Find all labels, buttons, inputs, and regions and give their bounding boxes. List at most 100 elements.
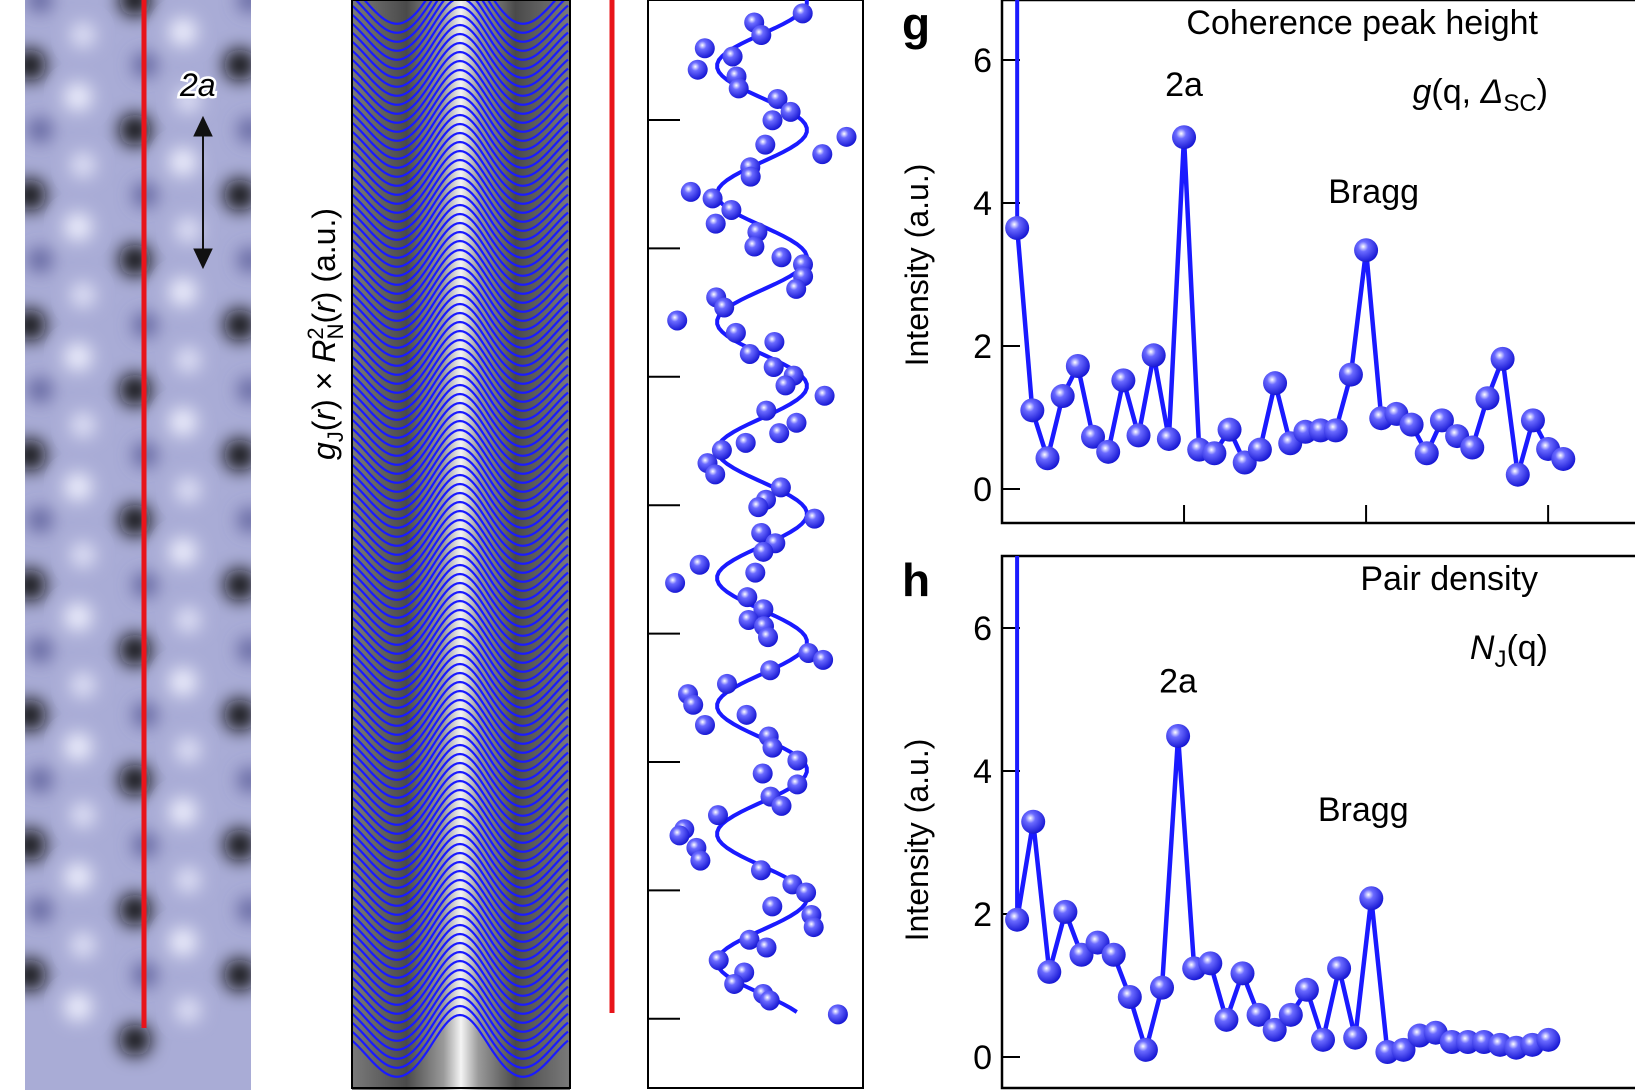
stm-bright-spot (71, 23, 95, 47)
stack-curve (352, 887, 569, 952)
stack-curve (352, 662, 569, 727)
linecut-data-point (694, 38, 715, 59)
stack-curve (352, 545, 569, 610)
data-point (1505, 462, 1530, 487)
stack-curve (352, 761, 569, 826)
y-axis-label: Intensity (a.u.) (899, 164, 935, 367)
stack-curve (352, 500, 569, 565)
stack-curve (352, 554, 569, 619)
stm-bright-spot (64, 343, 92, 371)
y-tick-label: 4 (973, 753, 992, 791)
data-point (1278, 1002, 1303, 1027)
stm-dark-spot (25, 179, 46, 211)
stm-dim-spot (238, 248, 251, 272)
stack-curve (352, 365, 569, 430)
stack-curve (352, 941, 569, 1006)
stm-dim-spot (238, 118, 251, 142)
linecut-data-point (724, 973, 745, 994)
linecut-data-point (755, 134, 776, 155)
linecut-data-point (705, 464, 726, 485)
stack-curve (352, 491, 569, 556)
stack-curve (352, 572, 569, 637)
stack-curve (352, 374, 569, 439)
chart-h: 0 2 4 6 Intensity (a.u.) h Pair density NJ(q) 2a… (899, 554, 1635, 1090)
stack-curve (352, 743, 569, 808)
data-point (1172, 125, 1197, 150)
stm-bright-spot (274, 343, 302, 371)
stm-bright-spot (176, 738, 200, 762)
stm-bright-spot (274, 473, 302, 501)
data-point (1202, 441, 1227, 466)
linecut-data-point (739, 929, 760, 950)
stm-dark-spot (224, 179, 251, 211)
data-point (1101, 942, 1126, 967)
stm-bright-spot (64, 863, 92, 891)
data-point (1323, 418, 1348, 443)
stack-curve (352, 563, 569, 628)
linecut-data-point (735, 432, 756, 453)
stack-curve (352, 5, 569, 70)
stack-curve (352, 203, 569, 268)
stm-bright-spot (274, 993, 302, 1021)
stack-curve (352, 914, 569, 979)
linecut-data-point (753, 541, 774, 562)
stm-dim-spot (28, 898, 52, 922)
linecut-data-point (667, 310, 688, 331)
linecut-data-point (787, 750, 808, 771)
data-point (1166, 723, 1191, 748)
stack-curve (352, 41, 569, 106)
data-point (1214, 1007, 1239, 1032)
stack-curve (352, 50, 569, 115)
y-tick-label: 2 (973, 328, 992, 366)
stack-curve (352, 455, 569, 520)
stack-curve (352, 185, 569, 250)
stm-dark-spot (224, 829, 251, 861)
stm-bright-spot (169, 538, 197, 566)
stm-dark-spot (224, 309, 251, 341)
linecut-data-point (669, 825, 690, 846)
y-axis-label: Intensity (a.u.) (899, 739, 935, 942)
linecut-panel (647, 0, 864, 1089)
stack-curve (352, 293, 569, 358)
stm-bright-spot (274, 213, 302, 241)
stack-curve (352, 131, 569, 196)
stack-curve (352, 437, 569, 502)
linecut-data-point (796, 882, 817, 903)
plot-frame (1000, 554, 1635, 1090)
linecut-data-point (770, 477, 791, 498)
stack-curve (352, 779, 569, 844)
annotation-label: 2a (1159, 662, 1197, 700)
data-point (1246, 1002, 1271, 1027)
stm-bright-spot (176, 218, 200, 242)
linecut-data-point (786, 278, 807, 299)
stack-curve (352, 1004, 569, 1069)
stack-ylabel: gJ(r) × R2N(r) (a.u.) (303, 208, 348, 460)
double-arrow-icon (193, 115, 213, 270)
stack-curve (362, 0, 558, 25)
data-point (1327, 956, 1352, 981)
linecut-data-point (760, 660, 781, 681)
stack-curve (352, 284, 569, 349)
linecut-data-point (752, 763, 773, 784)
stm-bright-spot (71, 543, 95, 567)
stm-dim-spot (28, 248, 52, 272)
linecut-data-point (764, 331, 785, 352)
stm-bright-spot (274, 733, 302, 761)
linecut-data-point (767, 88, 788, 109)
annotation-label: Bragg (1328, 173, 1419, 211)
stack-curve (352, 221, 569, 286)
stack-curve (352, 626, 569, 691)
stack-curve (352, 239, 569, 304)
stack-curve (352, 149, 569, 214)
stm-bright-spot (71, 283, 95, 307)
data-point (1141, 343, 1166, 368)
stack-curve (352, 923, 569, 988)
stack-curve (352, 338, 569, 403)
stm-dim-spot (238, 378, 251, 402)
series-line (1014, 733, 1550, 1055)
stm-dim-spot (28, 378, 52, 402)
data-point (1247, 437, 1272, 462)
stack-curve (352, 608, 569, 673)
annotation-label: 2a (1165, 66, 1203, 104)
stack-curve (352, 581, 569, 646)
